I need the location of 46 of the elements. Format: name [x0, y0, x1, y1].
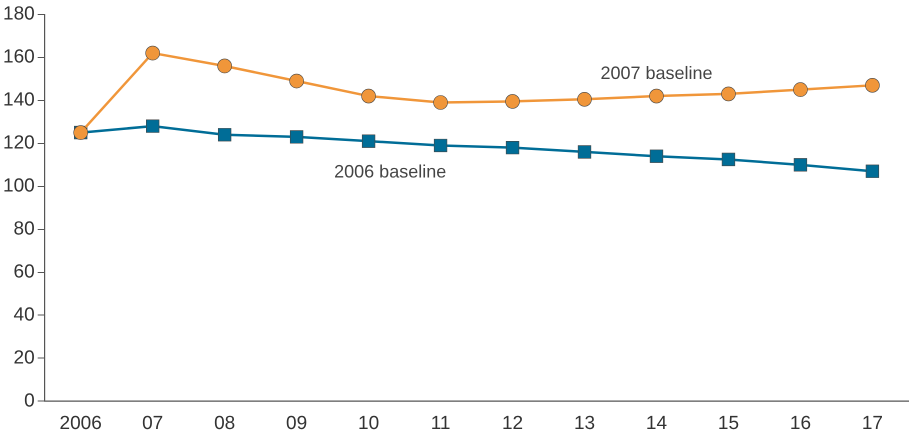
x-tick-label: 10	[358, 412, 380, 434]
y-tick-label: 140	[3, 90, 35, 111]
x-tick-label: 08	[214, 412, 236, 434]
point	[218, 128, 232, 142]
y-tick-label: 40	[14, 304, 35, 326]
point	[290, 130, 304, 144]
point	[650, 150, 664, 163]
point	[722, 152, 736, 166]
point	[146, 119, 160, 133]
x-tick-label: 13	[574, 412, 596, 434]
y-tick-label: 0	[24, 390, 35, 412]
point	[866, 164, 880, 178]
y-tick-label: 180	[3, 4, 35, 25]
series-label: 2007 baseline	[600, 63, 713, 84]
y-tick-label: 20	[14, 347, 35, 368]
point	[362, 134, 376, 148]
point	[865, 78, 880, 93]
x-tick-label: 17	[862, 412, 883, 434]
y-tick-label: 100	[3, 176, 35, 197]
point	[289, 74, 304, 88]
y-tick-label: 120	[3, 132, 35, 154]
x-tick-label: 09	[286, 412, 308, 434]
y-tick-label: 160	[3, 46, 35, 68]
y-tick-label: 80	[14, 218, 35, 240]
point	[578, 145, 592, 159]
point	[794, 158, 808, 172]
point	[649, 88, 664, 104]
series-label: 2006 baseline	[334, 161, 446, 182]
y-tick-label: 60	[14, 262, 35, 282]
point	[505, 94, 520, 109]
x-tick-label: 07	[142, 412, 164, 434]
point	[721, 86, 736, 102]
x-tick-label: 12	[502, 412, 524, 434]
point	[145, 46, 160, 60]
x-tick-label: 2006	[60, 412, 102, 434]
point	[434, 138, 448, 152]
x-tick-label: 14	[646, 412, 668, 434]
x-tick-label: 11	[430, 412, 450, 434]
point	[506, 140, 520, 154]
point	[433, 95, 448, 110]
point	[577, 92, 592, 107]
x-tick-label: 15	[718, 412, 740, 434]
point	[217, 58, 232, 74]
x-tick-label: 16	[790, 412, 812, 434]
point	[793, 82, 808, 97]
point	[361, 88, 376, 104]
